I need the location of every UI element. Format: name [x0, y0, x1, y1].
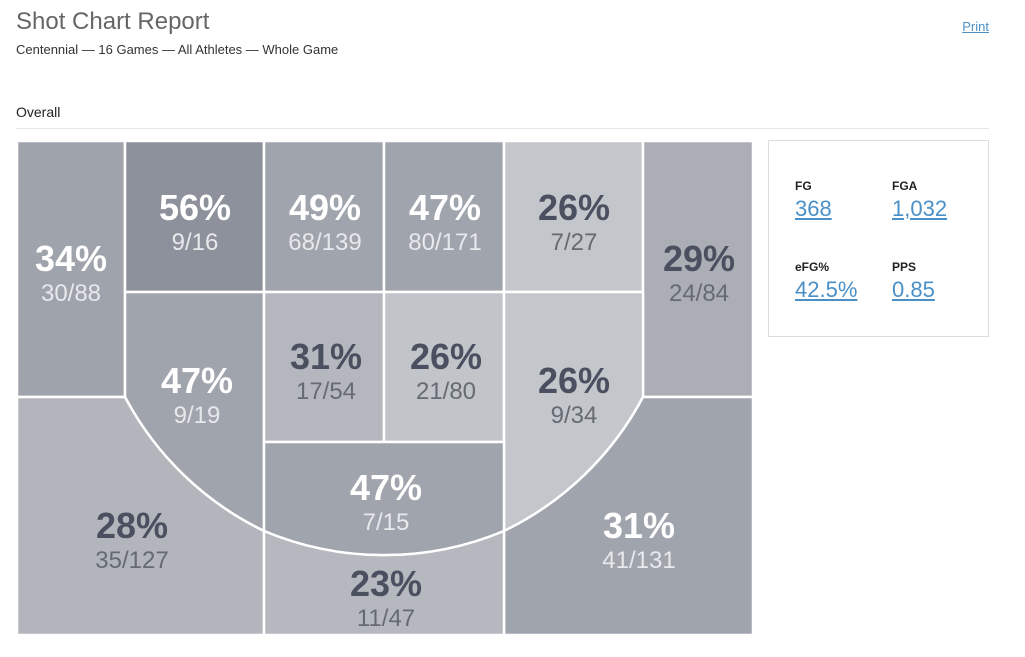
page-title: Shot Chart Report [16, 8, 210, 35]
stat-efg-value[interactable]: 42.5% [795, 277, 858, 302]
zone-top-key-3[interactable] [262, 529, 506, 635]
stat-efg-label: eFG% [795, 260, 830, 274]
zone-percentage: 26% [537, 360, 611, 401]
zone-label-paint-top-right: 47% 80/171 [408, 189, 481, 257]
zone-made-attempted: 24/84 [668, 280, 730, 307]
zone-label-left-mid-high: 56% 9/16 [159, 189, 231, 257]
zone-percentage: 47% [408, 187, 482, 228]
zone-label-right-mid-high: 26% 7/27 [538, 189, 610, 257]
zone-made-attempted: 7/15 [362, 509, 410, 536]
zone-made-attempted: 68/139 [288, 229, 362, 256]
stat-fg-label: FG [795, 179, 812, 193]
zone-label-right-mid-low: 26% 9/34 [538, 362, 610, 430]
stat-efg: eFG% 42.5% [795, 260, 857, 303]
zone-percentage: 49% [288, 187, 362, 228]
stat-fg-value[interactable]: 368 [795, 196, 832, 221]
stat-pps-value[interactable]: 0.85 [892, 277, 935, 302]
print-link[interactable]: Print [962, 19, 989, 34]
zone-label-top-key-mid: 47% 7/15 [350, 469, 422, 537]
shot-chart-court: 34% 30/88 56% 9/16 49% 68/139 47% 80/171 26% 7/27… [17, 141, 753, 635]
zone-made-attempted: 7/27 [550, 229, 598, 256]
section-divider [16, 128, 989, 129]
zone-percentage: 31% [602, 505, 676, 546]
zone-label-paint-low-left: 31% 17/54 [290, 338, 362, 406]
report-filters-subtitle: Centennial — 16 Games — All Athletes — W… [16, 42, 339, 57]
zone-label-right-wing-3: 31% 41/131 [602, 507, 675, 575]
zone-label-right-corner-3: 29% 24/84 [663, 240, 735, 308]
zone-made-attempted: 9/19 [173, 402, 221, 429]
stat-fg: FG 368 [795, 179, 832, 222]
zone-label-left-mid-low: 47% 9/19 [161, 362, 233, 430]
stat-fga-value[interactable]: 1,032 [892, 196, 948, 221]
court-zones-graphic [17, 141, 753, 635]
zone-made-attempted: 9/34 [550, 402, 598, 429]
zone-percentage: 28% [95, 505, 169, 546]
stat-pps: PPS 0.85 [892, 260, 935, 303]
zone-percentage: 47% [349, 467, 423, 508]
zone-made-attempted: 41/131 [602, 547, 676, 574]
zone-made-attempted: 9/16 [171, 229, 219, 256]
stat-pps-label: PPS [892, 260, 917, 274]
zone-label-left-corner-3: 34% 30/88 [35, 240, 107, 308]
zone-label-paint-low-right: 26% 21/80 [410, 338, 482, 406]
zone-made-attempted: 17/54 [295, 378, 357, 405]
zone-label-top-key-3: 23% 11/47 [350, 565, 422, 633]
zone-percentage: 23% [349, 563, 423, 604]
zone-percentage: 34% [34, 238, 108, 279]
zone-made-attempted: 11/47 [356, 605, 416, 632]
zone-made-attempted: 80/171 [408, 229, 482, 256]
zone-percentage: 47% [160, 360, 234, 401]
zone-percentage: 56% [158, 187, 232, 228]
zone-percentage: 29% [662, 238, 736, 279]
zone-label-paint-top-left: 49% 68/139 [288, 189, 361, 257]
stats-summary-box: FG 368 FGA 1,032 eFG% 42.5% PPS 0.85 [768, 140, 989, 337]
zone-made-attempted: 21/80 [415, 378, 477, 405]
zone-percentage: 26% [537, 187, 611, 228]
zone-percentage: 31% [289, 336, 363, 377]
zone-made-attempted: 35/127 [95, 547, 169, 574]
section-title-overall: Overall [16, 104, 61, 120]
stat-fga-label: FGA [892, 179, 918, 193]
zone-made-attempted: 30/88 [40, 280, 102, 307]
zone-label-left-wing-3: 28% 35/127 [95, 507, 168, 575]
stat-fga: FGA 1,032 [892, 179, 947, 222]
zone-percentage: 26% [409, 336, 483, 377]
